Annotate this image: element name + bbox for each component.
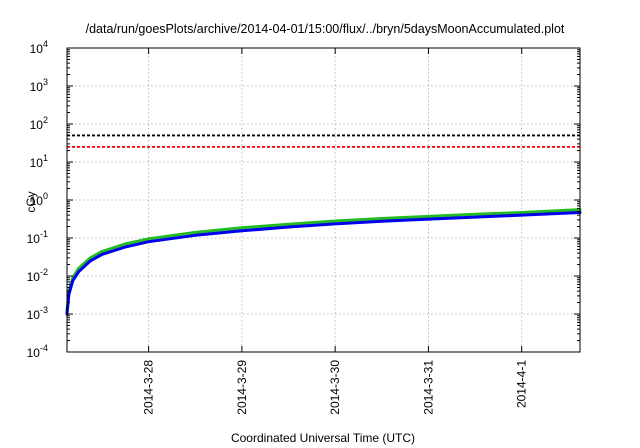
y-tick-exponent: -2 xyxy=(40,267,48,277)
reference-lines xyxy=(67,134,580,148)
y-tick-exponent: -4 xyxy=(40,343,48,353)
y-tick-label: 10-4 xyxy=(27,343,48,360)
y-tick-label: 10-1 xyxy=(27,229,48,246)
y-tick-label: 103 xyxy=(30,77,48,94)
y-tick-exponent: -3 xyxy=(40,305,48,315)
y-tick-exponent: 0 xyxy=(43,191,48,201)
y-tick-label: 10-2 xyxy=(27,267,48,284)
y-tick-exponent: 3 xyxy=(43,77,48,87)
y-tick-label: 102 xyxy=(30,115,48,132)
y-tick-label: 104 xyxy=(30,39,48,56)
x-tick-label: 2014-4-1 xyxy=(515,360,529,408)
x-tick-label: 2014-3-31 xyxy=(421,360,435,415)
x-tick-label: 2014-3-28 xyxy=(142,360,156,415)
y-tick-label: 100 xyxy=(30,191,48,208)
series-lines xyxy=(65,208,582,316)
y-axis-label: cGy xyxy=(24,191,38,212)
chart-title: /data/run/goesPlots/archive/2014-04-01/1… xyxy=(86,22,565,36)
y-tick-exponent: 1 xyxy=(43,153,48,163)
y-tick-label: 101 xyxy=(30,153,48,170)
x-axis-label: Coordinated Universal Time (UTC) xyxy=(231,431,415,445)
axis-ticks xyxy=(67,47,580,353)
series-line xyxy=(65,211,582,316)
x-tick-label: 2014-3-29 xyxy=(235,360,249,415)
x-tick-labels: 2014-3-28 2014-3-29 2014-3-30 2014-3-31 2014… xyxy=(142,360,529,415)
series-line xyxy=(65,208,582,313)
y-tick-exponent: 4 xyxy=(43,39,48,49)
grid xyxy=(67,47,580,353)
y-tick-label: 10-3 xyxy=(27,305,48,322)
x-tick-label: 2014-3-30 xyxy=(328,360,342,415)
y-tick-exponent: -1 xyxy=(40,229,48,239)
y-tick-exponent: 2 xyxy=(43,115,48,125)
